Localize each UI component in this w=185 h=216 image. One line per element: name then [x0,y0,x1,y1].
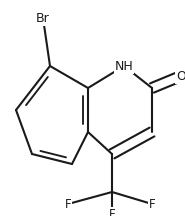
Text: NH: NH [115,59,133,73]
Text: Br: Br [36,11,50,24]
Text: F: F [65,197,71,211]
Text: F: F [149,197,155,211]
Text: O: O [176,70,185,83]
Text: F: F [109,208,115,216]
